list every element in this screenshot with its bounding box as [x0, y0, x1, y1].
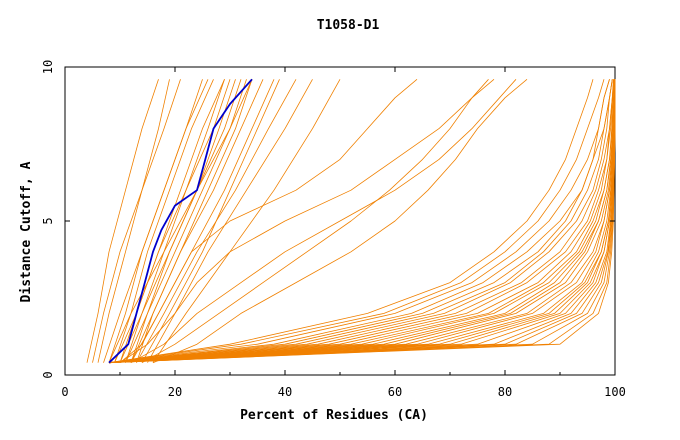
- model-series-line: [108, 79, 594, 364]
- x-axis-label: Percent of Residues (CA): [240, 408, 428, 423]
- model-series-line: [108, 79, 605, 364]
- model-series-line: [108, 79, 615, 364]
- model-series-line: [86, 79, 159, 363]
- model-series-line: [130, 79, 242, 363]
- model-series-line: [119, 78, 495, 364]
- model-series-line: [125, 79, 225, 363]
- x-tick-label: 100: [604, 385, 626, 399]
- model-series-line: [125, 79, 247, 363]
- model-series-line: [130, 79, 264, 363]
- model-series-line: [108, 79, 613, 364]
- model-series-line: [108, 79, 610, 364]
- model-series-line: [108, 79, 253, 363]
- model-series-line: [152, 79, 341, 363]
- x-tick-label: 80: [498, 385, 512, 399]
- model-series-line: [130, 79, 517, 364]
- model-series-line: [108, 79, 615, 364]
- model-series-line: [114, 79, 231, 363]
- model-series-line: [108, 79, 610, 364]
- highlight-series-line: [108, 78, 253, 364]
- x-tick-label: 60: [388, 385, 402, 399]
- model-series-line: [114, 79, 214, 363]
- x-tick-label: 40: [278, 385, 292, 399]
- model-series-line: [147, 79, 313, 363]
- model-series-line: [141, 79, 280, 363]
- y-axis-label: Distance Cutoff, A: [19, 161, 34, 302]
- model-series-line: [108, 79, 613, 364]
- model-series-line: [108, 79, 616, 364]
- x-tick-label: 0: [61, 385, 68, 399]
- model-series-line: [103, 79, 209, 363]
- y-tick-label: 10: [41, 60, 55, 74]
- model-series-line: [108, 79, 203, 363]
- model-series-line: [97, 79, 170, 363]
- x-tick-label: 20: [168, 385, 182, 399]
- model-series-line: [108, 79, 613, 364]
- series-layer: [86, 78, 616, 364]
- y-tick-label: 5: [41, 217, 55, 224]
- model-series-line: [141, 79, 489, 364]
- chart-title: T1058-D1: [317, 18, 380, 33]
- model-series-line: [136, 79, 253, 363]
- axis-layer: 0 20 40 60 80 100 0 5 10: [41, 60, 626, 399]
- model-series-line: [92, 79, 181, 363]
- y-tick-label: 0: [41, 371, 55, 378]
- model-series-line: [130, 79, 275, 363]
- model-series-line: [152, 78, 528, 364]
- model-series-line: [119, 78, 418, 364]
- model-series-line: [108, 79, 615, 364]
